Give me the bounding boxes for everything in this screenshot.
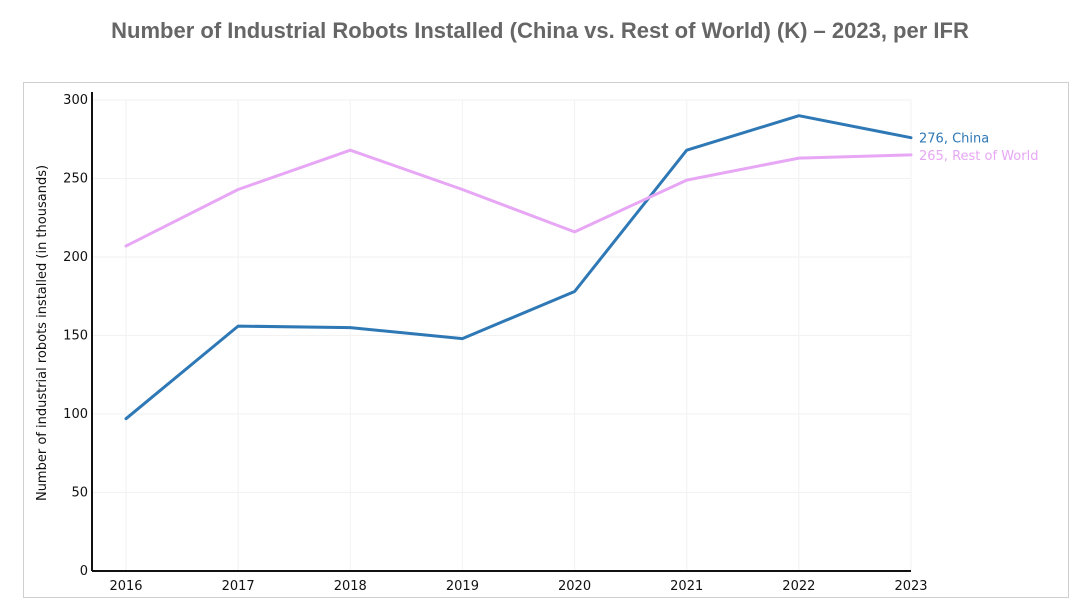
series-lines: [124, 114, 913, 421]
series-line-rest-of-world: [124, 148, 913, 248]
y-tick-labels: 0 50 100 150 200 250 300: [63, 93, 88, 579]
x-tick-label: 2016: [109, 579, 142, 594]
axes: [91, 92, 911, 572]
x-tick-label: 2023: [894, 579, 927, 594]
chart-title: Number of Industrial Robots Installed (C…: [111, 18, 969, 43]
y-axis-label: Number of industrial robots installed (i…: [35, 165, 50, 501]
x-tick-labels: 2016 2017 2018 2019 2020 2021 2022 2023: [109, 579, 927, 594]
x-tick-label: 2020: [558, 579, 591, 594]
x-tick-label: 2021: [670, 579, 703, 594]
x-tick-label: 2022: [782, 579, 815, 594]
end-label-china: 276, China: [919, 132, 989, 147]
x-tick-label: 2017: [222, 579, 255, 594]
y-tick-label: 150: [63, 329, 88, 344]
end-label-rest-of-world: 265, Rest of World: [919, 149, 1038, 164]
x-tick-label: 2018: [334, 579, 367, 594]
series-line-china: [124, 114, 913, 421]
y-tick-label: 100: [63, 407, 88, 422]
y-tick-label: 250: [63, 172, 88, 187]
gridlines: [92, 99, 912, 572]
y-tick-label: 200: [63, 250, 88, 265]
y-tick-label: 0: [80, 564, 88, 579]
end-labels: 276, China 265, Rest of World: [919, 132, 1038, 164]
y-tick-label: 300: [63, 93, 88, 108]
y-tick-label: 50: [71, 486, 88, 501]
chart-frame: [23, 82, 1069, 598]
x-tick-label: 2019: [446, 579, 479, 594]
